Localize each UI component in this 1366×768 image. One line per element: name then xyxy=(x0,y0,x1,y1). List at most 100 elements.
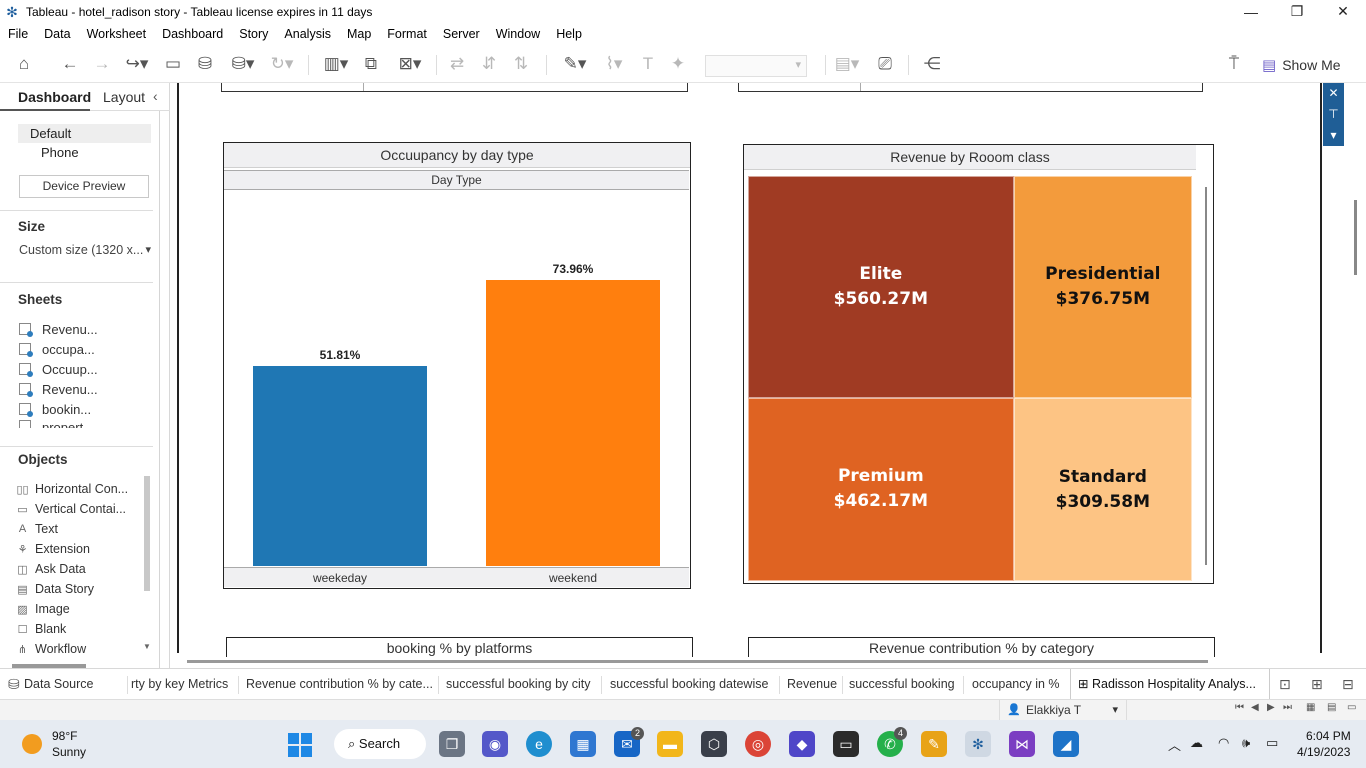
show-me-button[interactable]: ▤ Show Me xyxy=(1262,56,1341,74)
canvas-hscrollbar[interactable] xyxy=(187,660,1208,663)
weather-condition[interactable]: Sunny xyxy=(52,745,87,759)
first-sheet-icon[interactable]: ⏮ xyxy=(1235,702,1244,713)
sort-ascending-icon[interactable]: ⇵ xyxy=(481,54,497,73)
sheet-item[interactable]: occupa... xyxy=(19,340,95,358)
revenue-contribution-panel[interactable]: Revenue contribution % by category xyxy=(748,637,1215,657)
paint-app-icon[interactable]: ◢ xyxy=(1053,731,1079,757)
swap-rows-columns-icon[interactable]: ⇄ xyxy=(449,54,465,73)
object-text[interactable]: A Text xyxy=(16,520,58,538)
filmstrip-view-icon[interactable]: ▤ xyxy=(1327,702,1337,713)
menu-data[interactable]: Data xyxy=(44,27,71,41)
tab-data-source[interactable]: Data Source xyxy=(24,677,94,691)
close-window-button[interactable]: ✕ xyxy=(1337,3,1349,19)
new-dashboard-tab-icon[interactable]: ⊞ xyxy=(1311,676,1323,692)
save-icon[interactable]: ▭ xyxy=(164,54,182,73)
menu-file[interactable]: File xyxy=(8,27,29,41)
teams-chat-icon[interactable]: ◉ xyxy=(482,731,508,757)
canvas-vscrollbar[interactable] xyxy=(1354,200,1357,275)
show-cards-icon[interactable]: ▤▾ xyxy=(834,54,860,73)
fix-axes-icon[interactable]: ✦ xyxy=(670,54,686,73)
visual-studio-icon[interactable]: ⋈ xyxy=(1009,731,1035,757)
file-explorer-icon[interactable]: ▬ xyxy=(657,731,683,757)
sheet-item[interactable]: Revenu... xyxy=(19,380,98,398)
sort-descending-icon[interactable]: ⇅ xyxy=(513,54,529,73)
occupancy-panel[interactable]: Occuupancy by day type Day Type 51.81% we… xyxy=(223,142,691,589)
minimize-button[interactable]: — xyxy=(1244,3,1258,20)
sheet-tab[interactable]: successful booking by city xyxy=(446,677,591,691)
object-extension[interactable]: ⚘ Extension xyxy=(17,542,90,556)
chrome-icon[interactable]: ◎ xyxy=(745,731,771,757)
task-view-icon[interactable]: ❐ xyxy=(439,731,465,757)
restore-button[interactable]: ❐ xyxy=(1290,3,1304,19)
more-options-icon[interactable]: ▾ xyxy=(1330,128,1337,142)
treemap-cell-elite[interactable]: Elite $560.27M xyxy=(748,176,1014,398)
app-icon[interactable]: ◆ xyxy=(789,731,815,757)
object-workflow[interactable]: ⋔ Workflow xyxy=(17,642,87,656)
new-worksheet-icon[interactable]: ▥▾ xyxy=(323,54,349,73)
sheet-item[interactable]: bookin... xyxy=(19,400,91,418)
user-menu[interactable]: Elakkiya T xyxy=(999,700,1127,721)
redo-icon[interactable]: → xyxy=(93,54,111,73)
scroll-down-icon[interactable]: ▼ xyxy=(143,642,151,651)
edge-browser-icon[interactable]: e xyxy=(526,731,552,757)
tab-dashboard[interactable]: Dashboard xyxy=(18,89,92,105)
booking-platforms-panel[interactable]: booking % by platforms xyxy=(226,637,693,657)
tableau-taskbar-icon[interactable]: ✻ xyxy=(965,731,991,757)
sheet-item[interactable]: Revenu... xyxy=(19,320,98,338)
sun-icon[interactable] xyxy=(22,734,42,754)
panel-above-right[interactable] xyxy=(738,83,1203,92)
undo-icon[interactable]: ← xyxy=(61,54,79,73)
clock-date[interactable]: 4/19/2023 xyxy=(1297,745,1351,759)
network-status-icon[interactable]: ☁ xyxy=(1190,735,1203,750)
mail-icon[interactable]: ✉ xyxy=(614,731,640,757)
size-select[interactable]: Custom size (1320 x... xyxy=(19,243,151,257)
volume-icon[interactable]: 🕪 xyxy=(1242,735,1251,750)
menu-story[interactable]: Story xyxy=(239,27,269,41)
menu-window[interactable]: Window xyxy=(495,27,541,41)
sheet-tab[interactable]: Revenue contribution % by cate... xyxy=(246,677,433,691)
objects-scrollbar[interactable] xyxy=(144,476,150,591)
object-blank[interactable]: ☐ Blank xyxy=(17,622,67,636)
tab-layout[interactable]: Layout xyxy=(103,89,146,105)
sheet-item[interactable]: propert xyxy=(19,420,83,428)
home-icon[interactable]: ⌂ xyxy=(18,54,30,73)
revenue-panel[interactable]: Revenue by Rooom class Elite $560.27M Pres… xyxy=(743,144,1214,584)
pane-hscrollbar[interactable] xyxy=(12,664,86,668)
object-horizontal-container[interactable]: ▯▯ Horizontal Con... xyxy=(16,482,129,496)
new-worksheet-tab-icon[interactable]: ⊡ xyxy=(1279,676,1291,692)
group-members-icon[interactable]: ⌇▾ xyxy=(605,54,623,73)
duplicate-sheet-icon[interactable]: ⧉ xyxy=(364,54,378,73)
pause-updates-icon[interactable]: ⛁▾ xyxy=(231,54,255,73)
tools-icon[interactable]: ✎ xyxy=(921,731,947,757)
object-data-story[interactable]: ▤ Data Story xyxy=(17,582,95,596)
tooltip-pin-icon[interactable]: ⍑ xyxy=(1228,54,1240,73)
treemap-cell-standard[interactable]: Standard $309.58M xyxy=(1013,398,1192,581)
wifi-icon[interactable]: ◠ xyxy=(1218,735,1230,750)
share-icon[interactable]: ⋲ xyxy=(923,54,941,73)
device-preview-button[interactable]: Device Preview xyxy=(19,175,149,198)
collapse-pane-icon[interactable]: ‹ xyxy=(153,88,158,104)
pin-icon[interactable]: ⊤ xyxy=(1328,107,1339,121)
sheet-tab[interactable]: rty by key Metrics xyxy=(131,677,229,691)
panel-above-left[interactable] xyxy=(221,83,688,92)
battery-icon[interactable]: ▭ xyxy=(1266,735,1279,750)
menu-analysis[interactable]: Analysis xyxy=(284,27,331,41)
object-image[interactable]: ▨ Image xyxy=(17,602,70,616)
tray-overflow-icon[interactable]: ︿ xyxy=(1168,738,1182,753)
terminal-icon[interactable]: ▭ xyxy=(833,731,859,757)
sheet-tab[interactable]: successful booking xyxy=(849,677,955,691)
clear-sheet-icon[interactable]: ⊠▾ xyxy=(398,54,422,73)
object-ask-data[interactable]: ◫ Ask Data xyxy=(17,562,86,576)
remove-icon[interactable]: ✕ xyxy=(1328,86,1339,100)
next-sheet-icon[interactable]: ▶ xyxy=(1267,702,1275,713)
highlight-icon[interactable]: ✎▾ xyxy=(563,54,587,73)
sheet-item[interactable]: Occuup... xyxy=(19,360,98,378)
sheet-tab[interactable]: successful booking datewise xyxy=(610,677,769,691)
tabs-view-icon[interactable]: ▭ xyxy=(1347,702,1357,713)
treemap-scrollbar[interactable] xyxy=(1203,175,1209,580)
treemap-cell-presidential[interactable]: Presidential $376.75M xyxy=(1013,176,1192,399)
device-phone[interactable]: Phone xyxy=(41,145,79,160)
sheet-tab[interactable]: Revenue xyxy=(787,677,838,691)
replay-icon[interactable]: ↪▾ xyxy=(125,54,149,73)
bar-weekeday[interactable] xyxy=(253,365,427,566)
